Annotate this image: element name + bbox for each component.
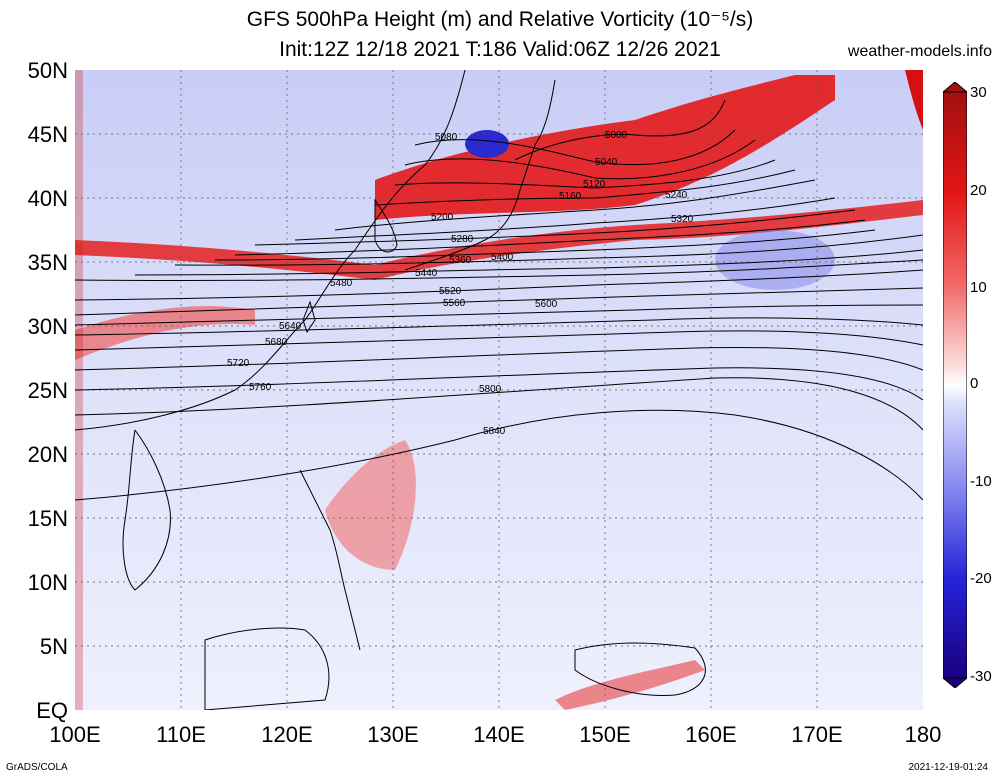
colorbar-top-arrow — [943, 82, 967, 93]
colorbar-tick-neg10: -10 — [970, 473, 992, 490]
gridlines — [75, 70, 923, 710]
coast-korea — [374, 198, 398, 253]
colorbar-tick-10: 10 — [970, 279, 987, 296]
contour-5480 — [75, 259, 923, 282]
contour-label-5800: 5800 — [479, 384, 502, 395]
lat-label-20n: 20N — [27, 442, 68, 467]
vorticity-blue-east — [715, 230, 835, 290]
contour-label-5400: 5400 — [491, 252, 514, 263]
contour-5720 — [75, 346, 923, 371]
contour-5840-north — [75, 409, 923, 501]
contour-label-5640: 5640 — [279, 321, 302, 332]
contour-label-5320: 5320 — [671, 214, 694, 225]
lat-label-50n: 50N — [27, 58, 68, 83]
coastlines — [75, 70, 556, 710]
contour-label-5520: 5520 — [439, 286, 462, 297]
contour-5160 — [374, 169, 796, 206]
coast-taiwan — [302, 300, 316, 334]
lon-label-160e: 160E — [685, 722, 737, 747]
chart-title: GFS 500hPa Height (m) and Relative Vorti… — [246, 8, 754, 31]
contour-5760 — [75, 367, 923, 401]
contour-label-5360: 5360 — [449, 255, 472, 266]
contour-5640 — [75, 317, 923, 336]
contour-5360 — [214, 229, 876, 261]
contour-5320 — [234, 219, 866, 256]
lat-label-15n: 15N — [27, 506, 68, 531]
contour-5680 — [75, 330, 923, 351]
contour-5400 — [174, 234, 923, 266]
coast-china — [75, 70, 466, 431]
vorticity-map: 5000 5040 5080 5120 5160 5200 5240 5280 … — [75, 70, 923, 710]
contour-5840-south — [574, 642, 706, 696]
contour-label-5080: 5080 — [435, 132, 458, 143]
footer-software: GrADS/COLA — [6, 762, 68, 773]
lat-label-eq: EQ — [36, 698, 68, 723]
contour-label-5480: 5480 — [330, 278, 353, 289]
lon-label-180: 180 — [904, 722, 942, 747]
colorbar-tick-neg20: -20 — [970, 570, 992, 587]
contour-label-5280: 5280 — [451, 234, 474, 245]
contour-label-5000: 5000 — [605, 130, 628, 141]
contour-label-5120: 5120 — [583, 179, 606, 190]
lat-label-10n: 10N — [27, 570, 68, 595]
contour-label-5240: 5240 — [665, 190, 688, 201]
height-contours — [75, 99, 923, 696]
lat-label-40n: 40N — [27, 186, 68, 211]
site-credit: weather-models.info — [847, 43, 992, 60]
contour-label-5040: 5040 — [595, 157, 618, 168]
contour-5280 — [254, 209, 856, 246]
lat-label-5n: 5N — [39, 634, 68, 659]
contour-label-5560: 5560 — [443, 298, 466, 309]
contour-5000 — [514, 99, 726, 161]
vorticity-band-west — [75, 306, 255, 360]
lon-label-100e: 100E — [49, 722, 101, 747]
contour-label-5840: 5840 — [483, 426, 506, 437]
contour-5040 — [414, 129, 736, 166]
colorbar-scale — [943, 91, 967, 679]
contour-5200 — [334, 179, 816, 231]
colorbar-tick-20: 20 — [970, 182, 987, 199]
contour-label-5160: 5160 — [559, 191, 582, 202]
lon-label-130e: 130E — [367, 722, 419, 747]
contour-5440 — [134, 249, 923, 276]
contour-label-5440: 5440 — [415, 268, 438, 279]
contour-label-5760: 5760 — [249, 382, 272, 393]
lat-label-30n: 30N — [27, 314, 68, 339]
coast-japan — [404, 79, 556, 271]
lat-label-45n: 45N — [27, 122, 68, 147]
contour-5600 — [75, 304, 923, 326]
contour-labels: 5000 5040 5080 5120 5160 5200 5240 5280 … — [227, 130, 694, 437]
colorbar-tick-0: 0 — [970, 375, 979, 392]
lon-label-170e: 170E — [791, 722, 843, 747]
coast-philippines — [299, 469, 361, 651]
colorbar-tick-neg30: -30 — [970, 668, 992, 685]
contour-label-5720: 5720 — [227, 358, 250, 369]
contour-label-5600: 5600 — [535, 299, 558, 310]
vorticity-band-jet — [75, 200, 923, 280]
contour-5120 — [394, 159, 776, 189]
lon-label-110e: 110E — [156, 722, 206, 747]
coast-borneo — [204, 627, 330, 710]
lat-label-25n: 25N — [27, 378, 68, 403]
lon-label-150e: 150E — [579, 722, 631, 747]
contour-label-5200: 5200 — [431, 212, 454, 223]
contour-5800 — [75, 377, 923, 431]
coast-vietnam — [122, 429, 171, 591]
colorbar-bottom-arrow — [943, 677, 967, 688]
footer-timestamp: 2021-12-19-01:24 — [908, 762, 988, 773]
lon-label-140e: 140E — [473, 722, 525, 747]
vorticity-band-tropics — [555, 660, 705, 710]
chart-subtitle: Init:12Z 12/18 2021 T:186 Valid:06Z 12/2… — [279, 38, 721, 61]
vorticity-band-east — [905, 70, 923, 130]
contour-5520 — [75, 269, 923, 301]
lat-label-35n: 35N — [27, 250, 68, 275]
contour-5080 — [404, 139, 756, 180]
colorbar — [943, 82, 967, 688]
contour-label-5680: 5680 — [265, 337, 288, 348]
contour-5240 — [294, 197, 836, 241]
colorbar-tick-30: 30 — [970, 84, 987, 101]
lon-label-120e: 120E — [261, 722, 313, 747]
vorticity-blue-center — [465, 130, 509, 158]
